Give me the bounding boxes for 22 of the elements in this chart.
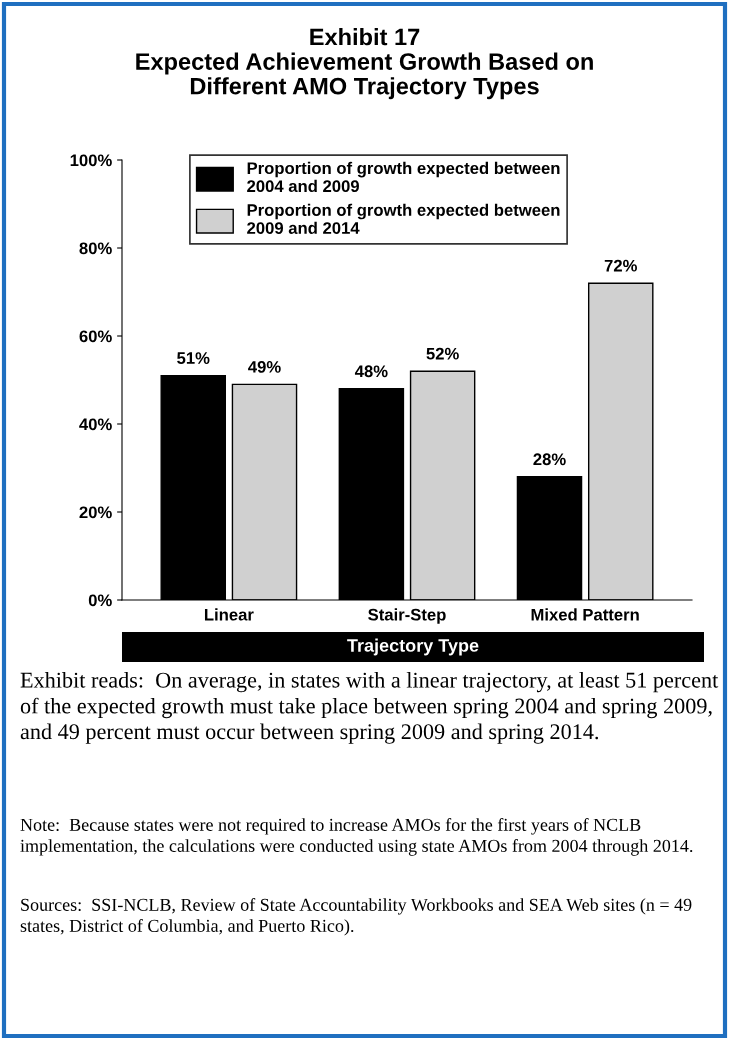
y-tick-label: 100% — [70, 154, 112, 167]
data-label: 49% — [248, 360, 281, 373]
data-label: 52% — [426, 347, 459, 360]
x-axis-title: Trajectory Type — [347, 638, 479, 656]
data-label: 72% — [604, 259, 637, 272]
legend-label: Proportion of growth expected between 2009 and 2014 — [247, 203, 560, 234]
data-label: 51% — [177, 352, 210, 364]
x-tick-label: Stair-Step — [368, 608, 446, 624]
chart-title: Exhibit 17 Expected Achievement Growth Based on Different AMO Trajectory Types — [136, 28, 593, 100]
text: Note: Because states were not required to increase AMOs for the first years of NCLB implementation, the calculations were conducted using state AMOs from 2004 through 2014. — [20, 818, 693, 856]
y-tick-label: 20% — [79, 506, 112, 519]
y-tick-label: 0% — [88, 594, 112, 607]
legend-label: Proportion of growth expected between 2004 and 2009 — [247, 161, 560, 193]
x-tick-label: Mixed Pattern — [531, 608, 639, 621]
y-tick-label: 60% — [79, 330, 112, 343]
y-tick-label: 40% — [79, 418, 112, 431]
source-note: Sources: SSI-NCLB, Review of State Accountability Workbooks and SEA Web sites (n = 49 states, District of Columbia, and Puerto Rico). — [20, 898, 692, 936]
y-tick-label: 80% — [79, 242, 112, 255]
text: Exhibit reads: On average, in states with a linear trajectory, at least 51 percent of the expected growth must take place between spring 2004 and spring 2009, and 49 percent must occur between spring 2009 and spring 2014. — [20, 672, 719, 744]
data-label: 48% — [354, 365, 388, 378]
x-tick-label: Linear — [204, 608, 254, 621]
data-label: 28% — [533, 453, 566, 466]
